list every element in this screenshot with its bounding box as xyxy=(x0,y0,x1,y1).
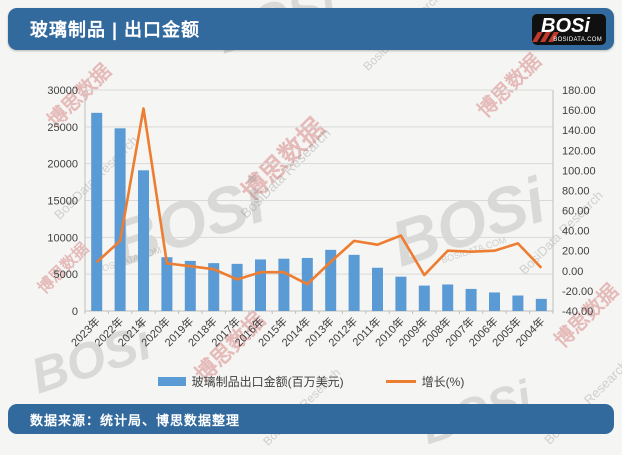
line-series-swatch xyxy=(385,379,416,383)
line-series-label: 增长(%) xyxy=(421,374,465,389)
bar-2011年 xyxy=(372,267,383,311)
page-title: 玻璃制品 | 出口金额 xyxy=(30,20,201,40)
bar-2015年 xyxy=(278,258,290,311)
y-axis-right-tick: 120.00 xyxy=(562,145,596,157)
y-axis-right-tick: 20.00 xyxy=(562,246,590,258)
y-axis-left-tick: 30000 xyxy=(47,85,78,97)
legend-item-line: 增长(%) xyxy=(385,373,465,390)
bar-2020年 xyxy=(161,257,173,311)
y-axis-left-tick: 5000 xyxy=(54,269,78,281)
logo-domain: BOSIDATA.COM xyxy=(553,36,602,43)
bar-2004年 xyxy=(535,298,547,311)
bar-2013年 xyxy=(325,249,337,311)
footer-bar: 数据来源：统计局、博思数据整理 xyxy=(8,404,614,434)
y-axis-left-tick: 10000 xyxy=(47,232,78,244)
bar-2007年 xyxy=(465,288,477,311)
bar-2008年 xyxy=(442,284,454,311)
y-axis-left-tick: 25000 xyxy=(47,122,78,134)
y-axis-left-tick: 15000 xyxy=(47,196,78,208)
bar-2022年 xyxy=(114,128,126,311)
y-axis-right-tick: 0.00 xyxy=(562,266,583,278)
bar-2006年 xyxy=(489,292,500,311)
bar-2009年 xyxy=(418,285,430,311)
bar-2016年 xyxy=(255,259,266,311)
bar-series-swatch xyxy=(157,376,186,386)
bar-2023年 xyxy=(91,112,103,311)
bar-2010年 xyxy=(395,276,407,311)
y-axis-right-tick: 60.00 xyxy=(562,206,590,218)
y-axis-right-tick: -40.00 xyxy=(562,306,593,318)
y-axis-right-tick: 80.00 xyxy=(562,185,590,197)
legend-item-bars: 玻璃制品出口金额(百万美元) xyxy=(157,373,344,390)
header-bar: 玻璃制品 | 出口金额 BOSi BOSIDATA.COM xyxy=(8,8,614,50)
y-axis-left-tick: 0 xyxy=(72,306,78,318)
bar-2019年 xyxy=(184,260,196,311)
bar-2012年 xyxy=(348,254,360,311)
growth-line xyxy=(95,107,543,286)
bar-2005年 xyxy=(512,295,524,311)
combo-chart: 0 5000 10000 15000 20000 25000 30000 -40.00 -20.… xyxy=(47,85,596,349)
bar-2021年 xyxy=(138,170,149,311)
bar-series-label: 玻璃制品出口金额(百万美元) xyxy=(191,374,344,389)
y-axis-right-tick: 160.00 xyxy=(562,105,596,117)
y-axis-right-tick: 140.00 xyxy=(562,125,596,137)
y-axis-right-tick: 40.00 xyxy=(562,226,590,238)
bosi-logo: BOSi BOSIDATA.COM xyxy=(532,13,606,45)
bar-2017年 xyxy=(231,263,243,311)
chart-legend: 玻璃制品出口金额(百万美元) 增长(%) xyxy=(0,372,622,390)
y-axis-right-tick: -20.00 xyxy=(562,286,593,298)
y-axis-right-tick: 180.00 xyxy=(562,85,596,97)
bar-2018年 xyxy=(208,263,220,311)
data-source-text: 数据来源：统计局、博思数据整理 xyxy=(30,412,241,428)
y-axis-left-tick: 20000 xyxy=(47,159,78,171)
logo-text: BOSi xyxy=(541,14,590,37)
y-axis-right-tick: 100.00 xyxy=(562,165,596,177)
